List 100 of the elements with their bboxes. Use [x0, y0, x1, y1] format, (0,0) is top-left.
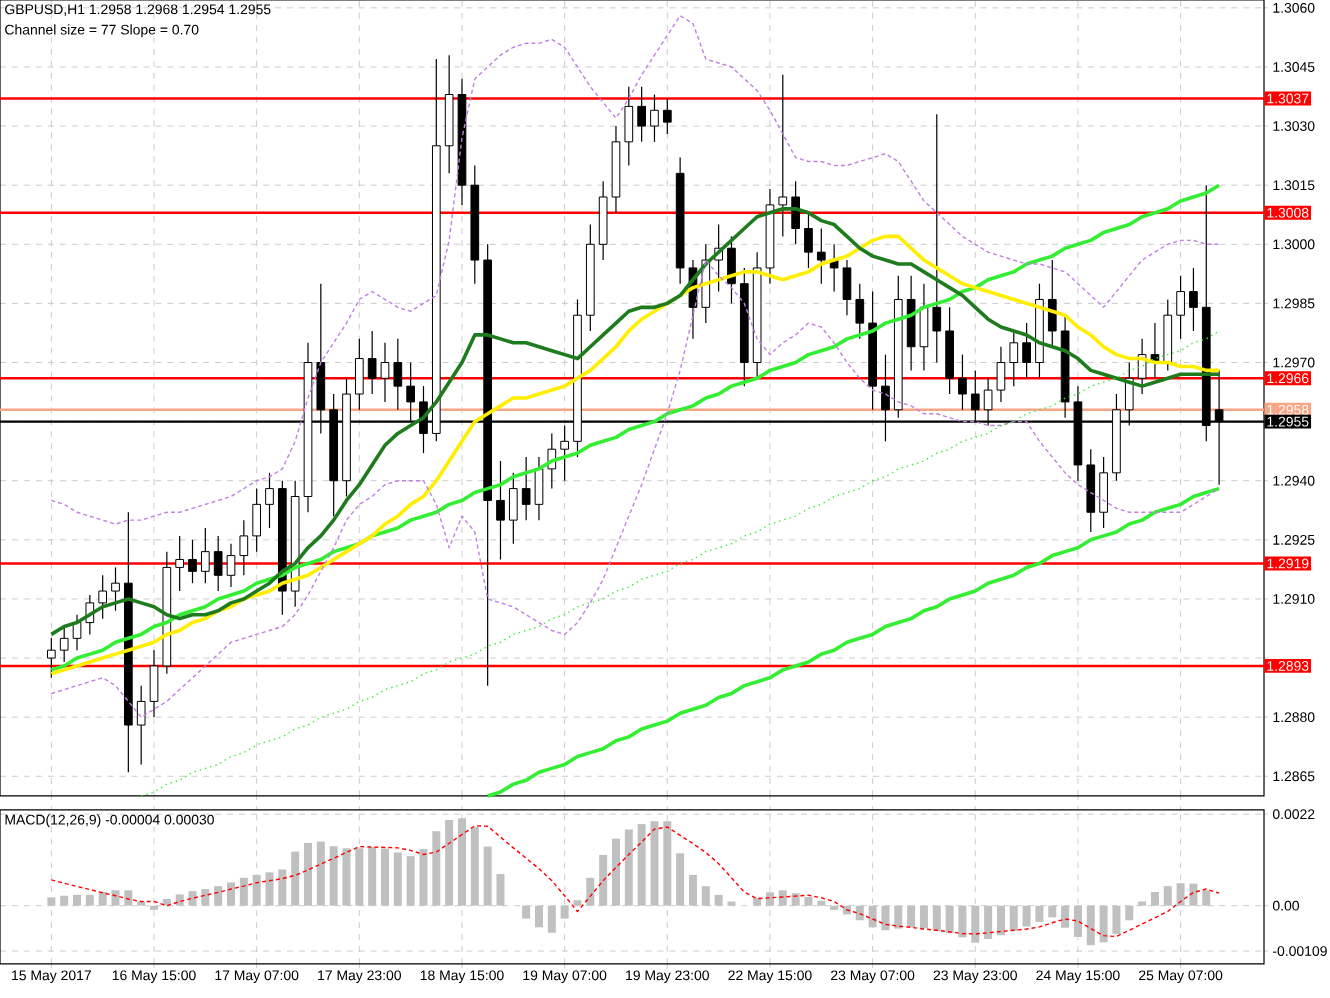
bar	[714, 894, 723, 906]
bar	[753, 897, 762, 906]
bar	[945, 905, 954, 934]
bar	[73, 894, 82, 906]
candlestick	[175, 535, 185, 592]
bar	[85, 894, 94, 906]
bar	[791, 893, 800, 906]
bar	[586, 877, 595, 906]
bar	[1150, 891, 1159, 906]
candlestick	[945, 306, 954, 395]
bar	[778, 890, 787, 906]
candlestick	[650, 93, 659, 143]
bar	[304, 842, 312, 906]
bar	[868, 905, 877, 928]
candlestick	[1009, 330, 1019, 387]
line-series	[485, 486, 1221, 798]
bar	[1086, 905, 1095, 946]
bar	[560, 905, 569, 919]
bar	[624, 829, 633, 906]
bar	[265, 872, 274, 906]
bar	[958, 905, 967, 938]
candlestick	[804, 212, 813, 269]
bar	[688, 874, 697, 906]
bar	[907, 905, 916, 928]
candlestick	[624, 86, 634, 167]
bar	[201, 889, 210, 906]
candlestick	[136, 685, 146, 766]
bar	[894, 905, 903, 929]
candlestick	[958, 354, 967, 411]
bar	[368, 847, 377, 906]
bar	[676, 853, 685, 906]
bar	[316, 841, 325, 906]
bar	[855, 905, 864, 921]
bar	[1112, 905, 1121, 934]
bar	[804, 896, 813, 906]
bar	[663, 821, 672, 906]
candlestick	[1189, 267, 1198, 332]
bar	[547, 905, 556, 933]
bar	[188, 891, 197, 906]
candlestick	[59, 625, 69, 663]
bar	[1202, 890, 1211, 906]
bar	[445, 819, 454, 906]
bar	[1061, 905, 1070, 928]
bar	[214, 886, 223, 906]
bar	[124, 890, 133, 906]
bar	[355, 848, 364, 906]
candlestick	[98, 574, 108, 620]
candlestick	[932, 113, 942, 364]
bar	[1035, 905, 1044, 922]
candlestick	[252, 488, 262, 553]
bar	[534, 905, 543, 928]
candlestick	[1176, 275, 1185, 340]
bar	[765, 892, 774, 906]
candlestick	[1099, 456, 1108, 529]
bar	[611, 838, 620, 906]
bar	[457, 818, 466, 906]
bar	[496, 874, 505, 906]
candlestick	[1047, 259, 1057, 348]
bar	[278, 869, 287, 906]
bar	[637, 824, 646, 906]
candlestick	[727, 235, 736, 304]
bar	[432, 831, 441, 906]
bar	[342, 848, 351, 906]
candlestick	[778, 74, 788, 237]
candlestick	[508, 472, 518, 545]
bar	[111, 890, 120, 906]
candlestick	[855, 283, 865, 340]
bar	[650, 821, 659, 906]
bar	[419, 849, 428, 906]
bar	[1022, 905, 1031, 927]
bar	[291, 851, 300, 906]
bar	[1189, 883, 1198, 906]
bar	[1009, 905, 1018, 932]
candlestick	[47, 637, 56, 679]
bar	[60, 895, 69, 906]
bar	[227, 882, 235, 906]
candlestick	[111, 566, 120, 612]
candlestick	[188, 539, 197, 584]
bar	[996, 905, 1005, 936]
bar	[984, 905, 993, 939]
bar	[47, 897, 56, 906]
bar	[1099, 905, 1108, 943]
bar	[599, 854, 608, 906]
candlestick	[496, 460, 505, 561]
candlestick	[200, 527, 210, 584]
bar	[380, 848, 389, 906]
candlestick	[1086, 448, 1096, 533]
candlestick	[265, 472, 274, 529]
bar	[329, 846, 338, 906]
candlestick	[637, 86, 646, 143]
candlestick	[213, 535, 223, 592]
candlestick	[1163, 298, 1173, 371]
bar	[1163, 886, 1172, 906]
candlestick	[791, 180, 800, 245]
bar	[239, 877, 248, 906]
bar	[98, 891, 107, 906]
bar	[252, 874, 261, 906]
bar	[932, 905, 941, 932]
bar	[1048, 905, 1057, 918]
bar	[522, 905, 531, 919]
